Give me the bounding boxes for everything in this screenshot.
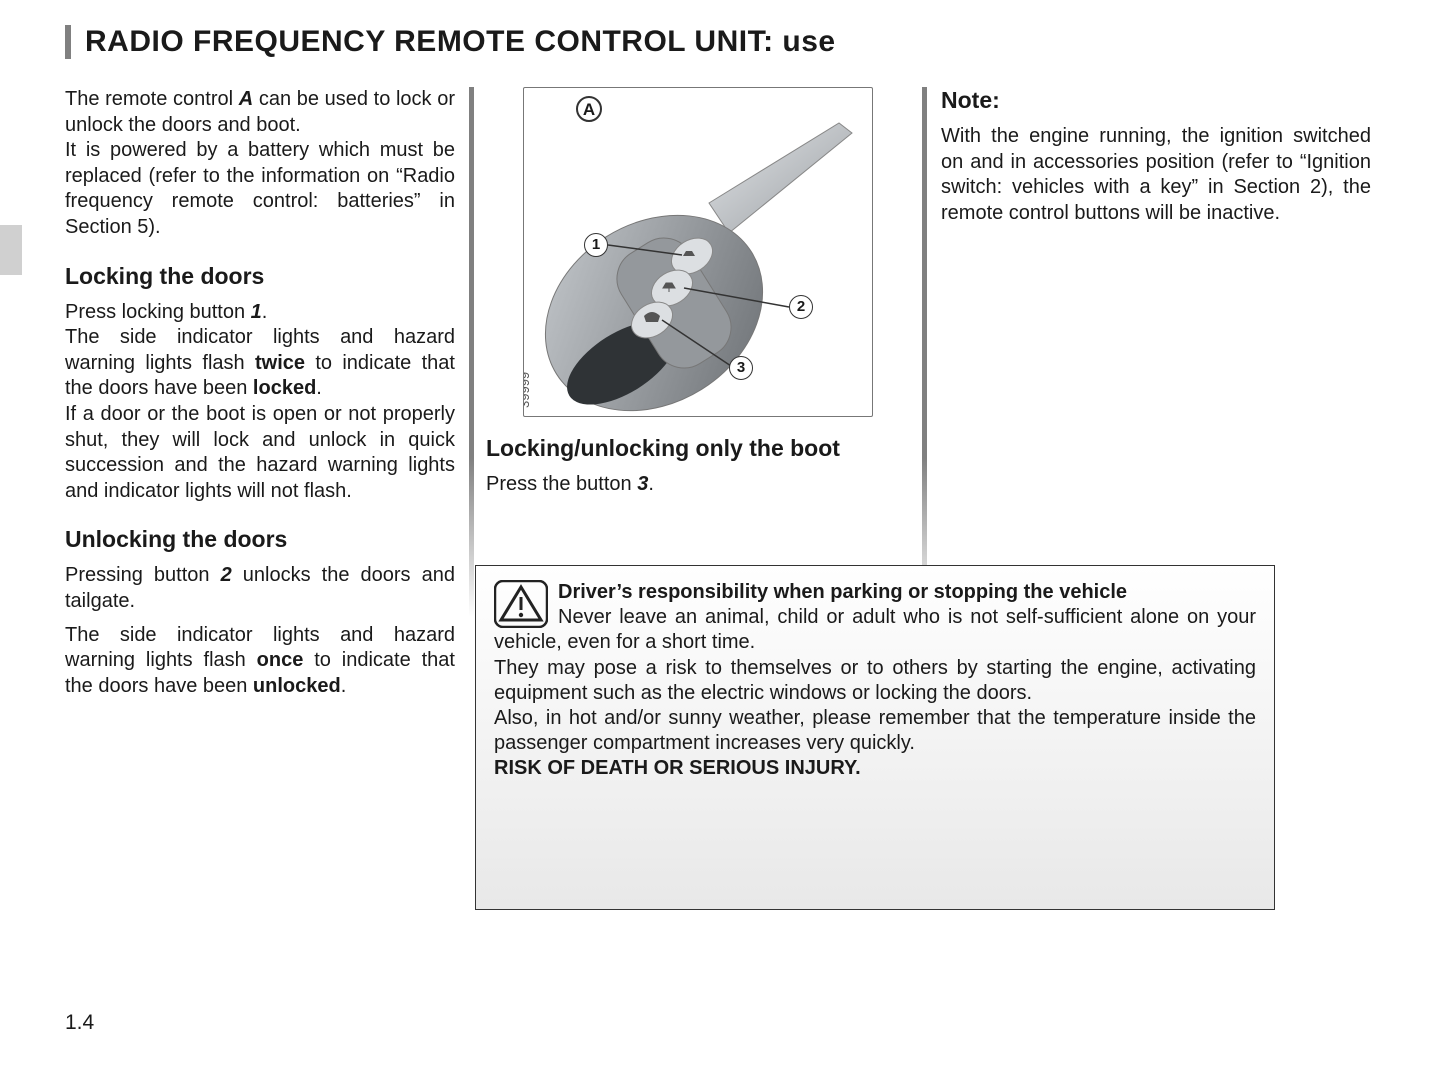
boot-heading: Locking/unlocking only the boot <box>486 435 910 462</box>
page-number: 1.4 <box>65 1011 94 1035</box>
warning-box: Driver’s responsibility when parking or … <box>475 565 1275 910</box>
text: Pressing button <box>65 564 221 586</box>
page-tab-marker <box>0 225 22 275</box>
boot-body: Press the button 3. <box>486 472 910 498</box>
warning-text: Driver’s responsibility when parking or … <box>494 580 1256 782</box>
text: . <box>316 377 322 399</box>
ref-3: 3 <box>637 473 648 495</box>
column-divider <box>922 87 927 617</box>
warning-icon <box>494 580 548 628</box>
callout-3: 3 <box>729 356 753 380</box>
text-bold: locked <box>253 377 316 399</box>
column-divider <box>469 87 474 617</box>
text: . <box>262 301 268 323</box>
ref-A: A <box>239 88 253 110</box>
unlocking-heading: Unlocking the doors <box>65 526 455 553</box>
intro-paragraph: The remote control A can be used to lock… <box>65 87 455 241</box>
title-bar: RADIO FREQUENCY REMOTE CONTROL UNIT: use <box>65 25 1385 59</box>
callout-1: 1 <box>584 233 608 257</box>
text: It is powered by a battery which must be… <box>65 139 455 238</box>
text: The remote control <box>65 88 239 110</box>
column-1: The remote control A can be used to lock… <box>65 87 465 707</box>
text-bold: once <box>257 649 304 671</box>
text: Also, in hot and/or sunny weather, pleas… <box>494 707 1256 754</box>
text: Press locking button <box>65 301 251 323</box>
key-figure: 39999 A 1 2 3 <box>523 87 873 417</box>
note-body: With the engine running, the ignition sw… <box>941 124 1371 226</box>
text: If a door or the boot is open or not pro… <box>65 403 455 502</box>
unlocking-body-2: The side indicator lights and hazard war… <box>65 623 455 700</box>
locking-body: Press locking button 1. The side indicat… <box>65 300 455 505</box>
label-A: A <box>576 96 602 122</box>
text-bold: unlocked <box>253 675 341 697</box>
warning-risk: RISK OF DEATH OR SERIOUS INJURY. <box>494 757 861 779</box>
warning-title: Driver’s responsibility when parking or … <box>558 581 1127 603</box>
key-illustration <box>524 88 873 417</box>
note-heading: Note: <box>941 87 1371 114</box>
page-title: RADIO FREQUENCY REMOTE CONTROL UNIT: use <box>85 25 1385 59</box>
locking-heading: Locking the doors <box>65 263 455 290</box>
ref-1: 1 <box>251 301 262 323</box>
text: They may pose a risk to themselves or to… <box>494 657 1256 704</box>
text: Never leave an animal, child or adult wh… <box>494 606 1256 653</box>
callout-2: 2 <box>789 295 813 319</box>
text: . <box>341 675 347 697</box>
text: . <box>648 473 654 495</box>
unlocking-body-1: Pressing button 2 unlocks the doors and … <box>65 563 455 614</box>
text: Press the button <box>486 473 637 495</box>
text-bold: twice <box>255 352 305 374</box>
ref-2: 2 <box>221 564 232 586</box>
